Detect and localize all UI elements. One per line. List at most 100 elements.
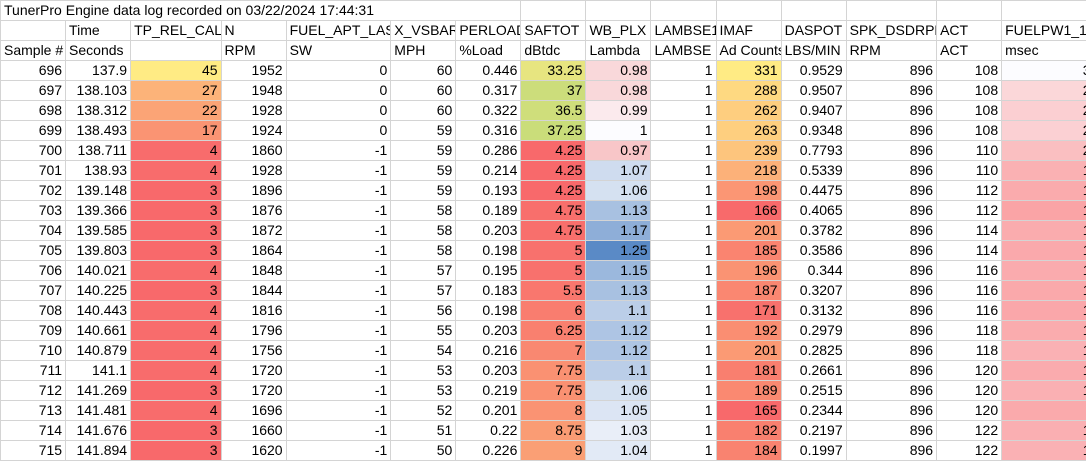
data-cell[interactable]: 1 <box>650 340 717 361</box>
data-cell[interactable]: 7.75 <box>520 380 587 401</box>
data-cell[interactable]: 51 <box>390 420 457 441</box>
data-cell[interactable]: -1 <box>285 420 392 441</box>
data-cell[interactable]: 118 <box>936 320 1003 341</box>
data-cell[interactable]: 138.103 <box>65 80 132 101</box>
column-name-cell[interactable]: TP_REL_CALC <box>130 20 222 41</box>
data-cell[interactable]: -1 <box>285 340 392 361</box>
data-cell[interactable]: 1928 <box>220 100 287 121</box>
data-cell[interactable]: 1.85 <box>1001 420 1086 441</box>
data-cell[interactable]: 57 <box>390 280 457 301</box>
data-cell[interactable]: 1844 <box>220 280 287 301</box>
data-cell[interactable]: 1 <box>650 300 717 321</box>
data-cell[interactable]: 55 <box>390 320 457 341</box>
data-cell[interactable]: 702 <box>0 180 67 201</box>
data-cell[interactable]: 0.9529 <box>780 60 847 81</box>
data-cell[interactable]: 4.25 <box>520 140 587 161</box>
data-cell[interactable]: 331 <box>715 60 782 81</box>
units-cell[interactable] <box>130 40 222 61</box>
data-cell[interactable]: 3 <box>130 200 222 221</box>
data-cell[interactable]: 5.5 <box>520 280 587 301</box>
data-cell[interactable]: -1 <box>285 320 392 341</box>
data-cell[interactable]: -1 <box>285 200 392 221</box>
data-cell[interactable]: 896 <box>845 200 938 221</box>
units-cell[interactable]: LAMBSE <box>650 40 717 61</box>
data-cell[interactable]: 896 <box>845 260 938 281</box>
data-cell[interactable]: 1.13 <box>585 280 652 301</box>
data-cell[interactable]: 288 <box>715 80 782 101</box>
data-cell[interactable]: 0.2979 <box>780 320 847 341</box>
data-cell[interactable]: 1.06 <box>585 380 652 401</box>
data-cell[interactable]: 4.75 <box>520 200 587 221</box>
data-cell[interactable]: 896 <box>845 400 938 421</box>
data-cell[interactable]: 3 <box>130 380 222 401</box>
data-cell[interactable]: 3 <box>130 180 222 201</box>
data-cell[interactable]: 181 <box>715 360 782 381</box>
data-cell[interactable]: 1.05 <box>585 400 652 421</box>
data-cell[interactable]: 1.04 <box>585 440 652 461</box>
data-cell[interactable]: 139.148 <box>65 180 132 201</box>
data-cell[interactable]: 1.25 <box>585 240 652 261</box>
data-cell[interactable]: 56 <box>390 300 457 321</box>
data-cell[interactable]: -1 <box>285 180 392 201</box>
data-cell[interactable]: 0.446 <box>455 60 522 81</box>
data-cell[interactable]: 1 <box>650 320 717 341</box>
data-cell[interactable]: 896 <box>845 140 938 161</box>
data-cell[interactable]: 1 <box>650 260 717 281</box>
data-cell[interactable]: 140.661 <box>65 320 132 341</box>
data-cell[interactable]: 0.198 <box>455 240 522 261</box>
column-name-cell[interactable]: ACT <box>936 20 1003 41</box>
data-cell[interactable]: 713 <box>0 400 67 421</box>
data-cell[interactable]: 1 <box>650 280 717 301</box>
data-cell[interactable]: 896 <box>845 340 938 361</box>
data-cell[interactable]: 1.76 <box>1001 320 1086 341</box>
data-cell[interactable]: 4 <box>130 300 222 321</box>
data-cell[interactable]: 114 <box>936 220 1003 241</box>
data-cell[interactable]: 139.585 <box>65 220 132 241</box>
data-cell[interactable]: 0.2515 <box>780 380 847 401</box>
data-cell[interactable]: 0.2197 <box>780 420 847 441</box>
data-cell[interactable]: 166 <box>715 200 782 221</box>
data-cell[interactable]: 896 <box>845 240 938 261</box>
data-cell[interactable]: 1 <box>650 80 717 101</box>
data-cell[interactable]: 1 <box>650 200 717 221</box>
cell[interactable] <box>520 0 587 21</box>
data-cell[interactable]: -1 <box>285 280 392 301</box>
data-cell[interactable]: 1.1 <box>585 360 652 381</box>
data-cell[interactable]: 4 <box>130 320 222 341</box>
data-cell[interactable]: 108 <box>936 80 1003 101</box>
data-cell[interactable]: 52 <box>390 400 457 421</box>
data-cell[interactable]: 262 <box>715 100 782 121</box>
data-cell[interactable]: 140.225 <box>65 280 132 301</box>
data-cell[interactable]: 896 <box>845 280 938 301</box>
data-cell[interactable]: 1 <box>650 220 717 241</box>
data-cell[interactable]: 6.25 <box>520 320 587 341</box>
units-cell[interactable]: dBtdc <box>520 40 587 61</box>
data-cell[interactable]: 697 <box>0 80 67 101</box>
data-cell[interactable]: 182 <box>715 420 782 441</box>
data-cell[interactable]: 1872 <box>220 220 287 241</box>
cell[interactable] <box>780 0 847 21</box>
data-cell[interactable]: 711 <box>0 360 67 381</box>
data-cell[interactable]: 896 <box>845 360 938 381</box>
data-cell[interactable]: 120 <box>936 400 1003 421</box>
data-cell[interactable]: 141.1 <box>65 360 132 381</box>
data-cell[interactable]: 896 <box>845 100 938 121</box>
data-cell[interactable]: 1.06 <box>585 180 652 201</box>
data-cell[interactable]: 1.88 <box>1001 380 1086 401</box>
data-cell[interactable]: 141.269 <box>65 380 132 401</box>
column-name-cell[interactable]: FUEL_APT_LAST <box>285 20 392 41</box>
cell[interactable] <box>1001 0 1086 21</box>
column-name-cell[interactable]: WB_PLX <box>585 20 652 41</box>
data-cell[interactable]: 118 <box>936 340 1003 361</box>
data-cell[interactable]: 108 <box>936 100 1003 121</box>
data-cell[interactable]: 54 <box>390 340 457 361</box>
data-cell[interactable]: 3 <box>130 240 222 261</box>
data-cell[interactable]: 700 <box>0 140 67 161</box>
units-cell[interactable]: RPM <box>845 40 938 61</box>
data-cell[interactable]: 0.316 <box>455 120 522 141</box>
data-cell[interactable]: 59 <box>390 160 457 181</box>
data-cell[interactable]: 4 <box>130 400 222 421</box>
data-cell[interactable]: 8 <box>520 400 587 421</box>
data-cell[interactable]: 0.98 <box>585 60 652 81</box>
data-cell[interactable]: 0.203 <box>455 220 522 241</box>
